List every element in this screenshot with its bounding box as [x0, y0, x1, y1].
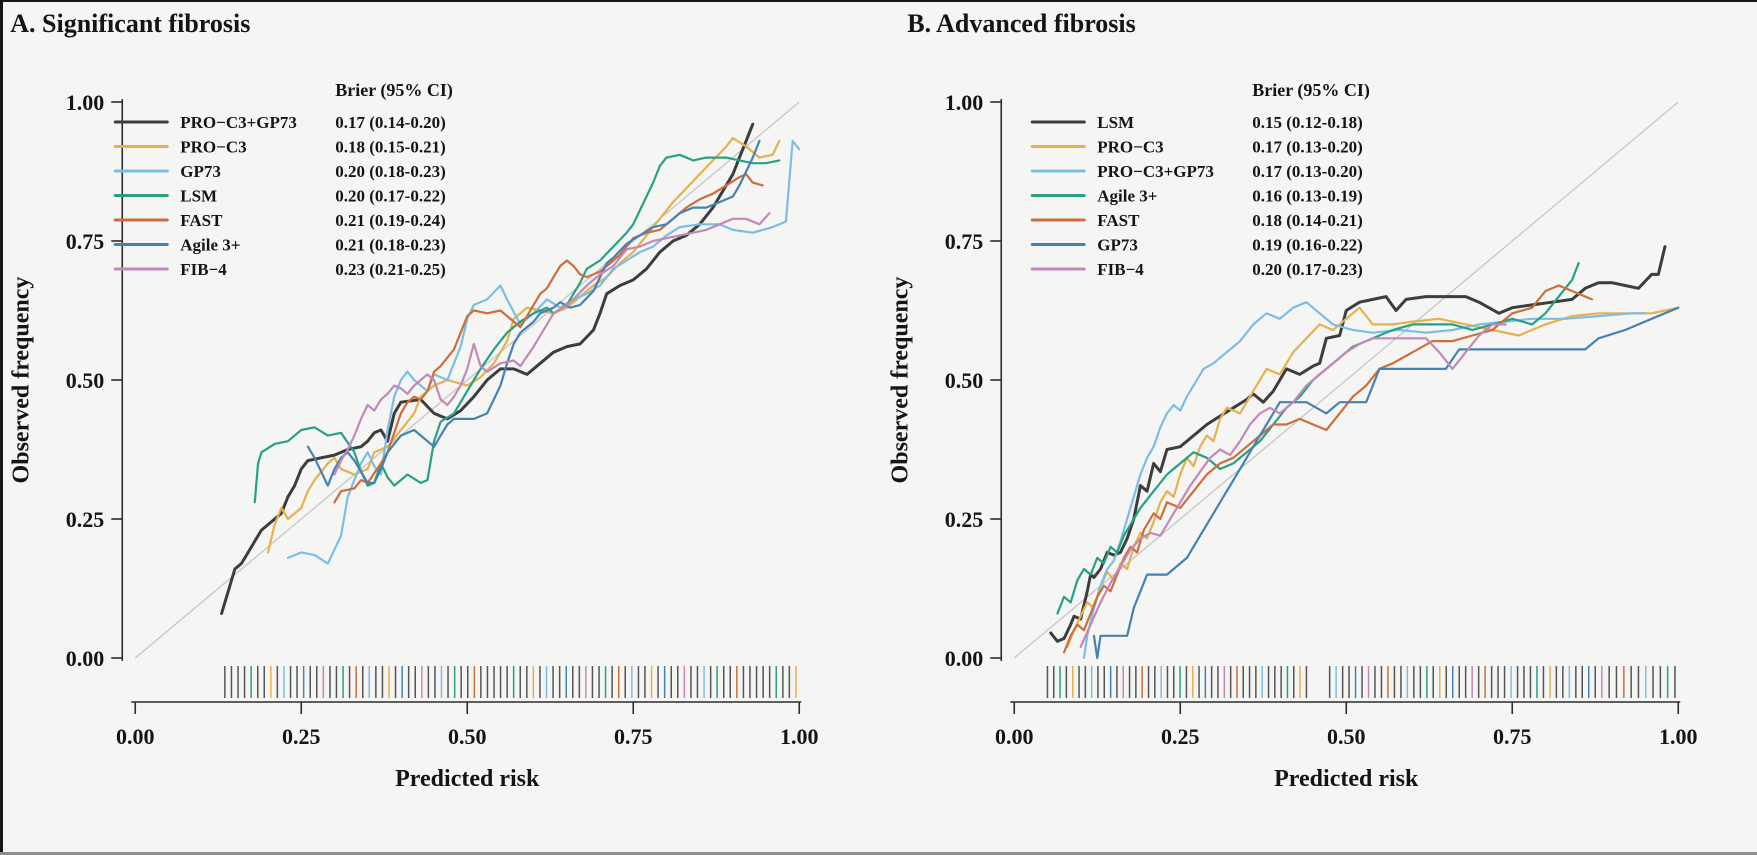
x-tick-label: 1.00 [780, 724, 819, 749]
panel-a-brier-header: Brier (95% CI) [335, 80, 453, 101]
x-axis: 0.00 0.25 0.50 0.75 1.00 [116, 701, 819, 749]
diagonal-line [1013, 101, 1679, 659]
screen-edge-left [0, 0, 3, 855]
x-tick-label: 0.25 [1161, 724, 1200, 749]
legend-brier-value: 0.16 (0.13-0.19) [1252, 187, 1362, 206]
legend-label: PRO−C3+GP73 [180, 113, 297, 132]
series-line-LSM [1048, 245, 1666, 643]
y-tick-label: 0.00 [66, 646, 105, 671]
series-line-GP73 [1092, 306, 1679, 660]
legend-brier-value: 0.15 (0.12-0.18) [1252, 113, 1362, 132]
x-tick-label: 0.50 [1327, 724, 1366, 749]
rug-marks [1046, 666, 1676, 698]
legend-label: Agile 3+ [1097, 187, 1157, 206]
x-axis: 0.00 0.25 0.50 0.75 1.00 [995, 701, 1698, 749]
legend-brier-value: 0.19 (0.16-0.22) [1252, 236, 1362, 255]
panel-advanced-fibrosis: B. Advanced fibrosis Brier (95% CI) Obse… [879, 0, 1757, 855]
y-tick-label: 0.50 [944, 368, 983, 393]
y-axis: 0.00 0.25 0.50 0.75 1.00 [66, 90, 124, 671]
legend-brier-value: 0.17 (0.13-0.20) [1252, 138, 1362, 157]
legend-brier-value: 0.21 (0.18-0.23) [335, 236, 445, 255]
legend-label: GP73 [180, 162, 221, 181]
reference-diagonal [134, 101, 800, 659]
panel-b-x-axis-label: Predicted risk [1274, 766, 1419, 792]
legend-brier-value: 0.18 (0.15-0.21) [335, 138, 445, 157]
series-line-GP73 [286, 139, 801, 565]
x-tick-label: 0.75 [1493, 724, 1532, 749]
legend-label: PRO−C3 [180, 138, 246, 157]
series-line-Agile-3+ [1055, 262, 1580, 615]
legend-label: Agile 3+ [180, 236, 240, 255]
legend-brier-value: 0.17 (0.14-0.20) [335, 113, 445, 132]
legend-brier-value: 0.20 (0.17-0.22) [335, 187, 445, 206]
panel-a-x-axis-label: Predicted risk [395, 766, 540, 792]
legend-label: FIB−4 [180, 260, 227, 279]
series-line-PRO−C3+GP73 [1082, 301, 1646, 660]
y-tick-label: 0.75 [66, 229, 105, 254]
x-tick-label: 0.50 [448, 724, 487, 749]
legend-brier-value: 0.17 (0.13-0.20) [1252, 162, 1362, 181]
legend-brier-value: 0.21 (0.19-0.24) [335, 211, 445, 230]
y-tick-label: 1.00 [66, 90, 105, 115]
y-tick-label: 0.00 [944, 646, 983, 671]
panel-b-title: B. Advanced fibrosis [907, 9, 1136, 38]
panel-b-y-axis-label: Observed frequency [887, 277, 913, 484]
rug-marks [224, 666, 797, 698]
panel-b-brier-header: Brier (95% CI) [1252, 80, 1370, 101]
legend-brier-value: 0.20 (0.18-0.23) [335, 162, 445, 181]
legend-label: PRO−C3+GP73 [1097, 162, 1214, 181]
panel-significant-fibrosis: A. Significant fibrosis Brier (95% CI) O… [8, 9, 819, 792]
reference-diagonal [1013, 101, 1679, 659]
series-line-FIB−4 [1079, 323, 1507, 649]
y-tick-label: 0.25 [66, 507, 105, 532]
series-lines [1048, 245, 1679, 660]
legend-label: FAST [1097, 211, 1140, 230]
y-tick-label: 0.75 [944, 229, 983, 254]
series-line-FAST [1062, 284, 1593, 654]
legend-label: GP73 [1097, 236, 1138, 255]
series-line-LSM [253, 153, 781, 504]
diagonal-line [134, 101, 800, 659]
legend: LSM 0.15 (0.12-0.18) PRO−C3 0.17 (0.13-0.20… [1030, 113, 1362, 279]
x-tick-label: 0.75 [614, 724, 653, 749]
legend-label: LSM [180, 187, 217, 206]
legend-label: PRO−C3 [1097, 138, 1163, 157]
screen-edge-bottom [0, 852, 1757, 855]
y-axis: 0.00 0.25 0.50 0.75 1.00 [944, 90, 1002, 671]
screen-edge-top [0, 0, 1757, 2]
y-tick-label: 0.50 [66, 368, 105, 393]
x-tick-label: 0.25 [282, 724, 321, 749]
x-tick-label: 0.00 [116, 724, 155, 749]
series-line-Agile-3+ [306, 139, 761, 487]
series-line-PRO−C3+GP73 [220, 122, 755, 615]
y-tick-label: 0.25 [944, 507, 983, 532]
panel-a-chart: A. Significant fibrosis Brier (95% CI) O… [8, 9, 819, 792]
legend-brier-value: 0.23 (0.21-0.25) [335, 260, 445, 279]
series-line-PRO−C3 [266, 137, 781, 554]
legend: PRO−C3+GP73 0.17 (0.14-0.20) PRO−C3 0.18 (0… [113, 113, 446, 279]
series-lines [220, 122, 801, 615]
series-line-FIB−4 [333, 212, 771, 476]
legend-brier-value: 0.18 (0.14-0.21) [1252, 211, 1362, 230]
panel-a-y-axis-label: Observed frequency [8, 277, 34, 484]
x-tick-label: 0.00 [995, 724, 1034, 749]
panel-b-chart: B. Advanced fibrosis Brier (95% CI) Obse… [887, 9, 1698, 792]
legend-brier-value: 0.20 (0.17-0.23) [1252, 260, 1362, 279]
legend-label: FAST [180, 211, 223, 230]
legend-label: FIB−4 [1097, 260, 1144, 279]
y-tick-label: 1.00 [944, 90, 983, 115]
panel-a-title: A. Significant fibrosis [10, 9, 250, 38]
x-tick-label: 1.00 [1659, 724, 1698, 749]
legend-label: LSM [1097, 113, 1134, 132]
